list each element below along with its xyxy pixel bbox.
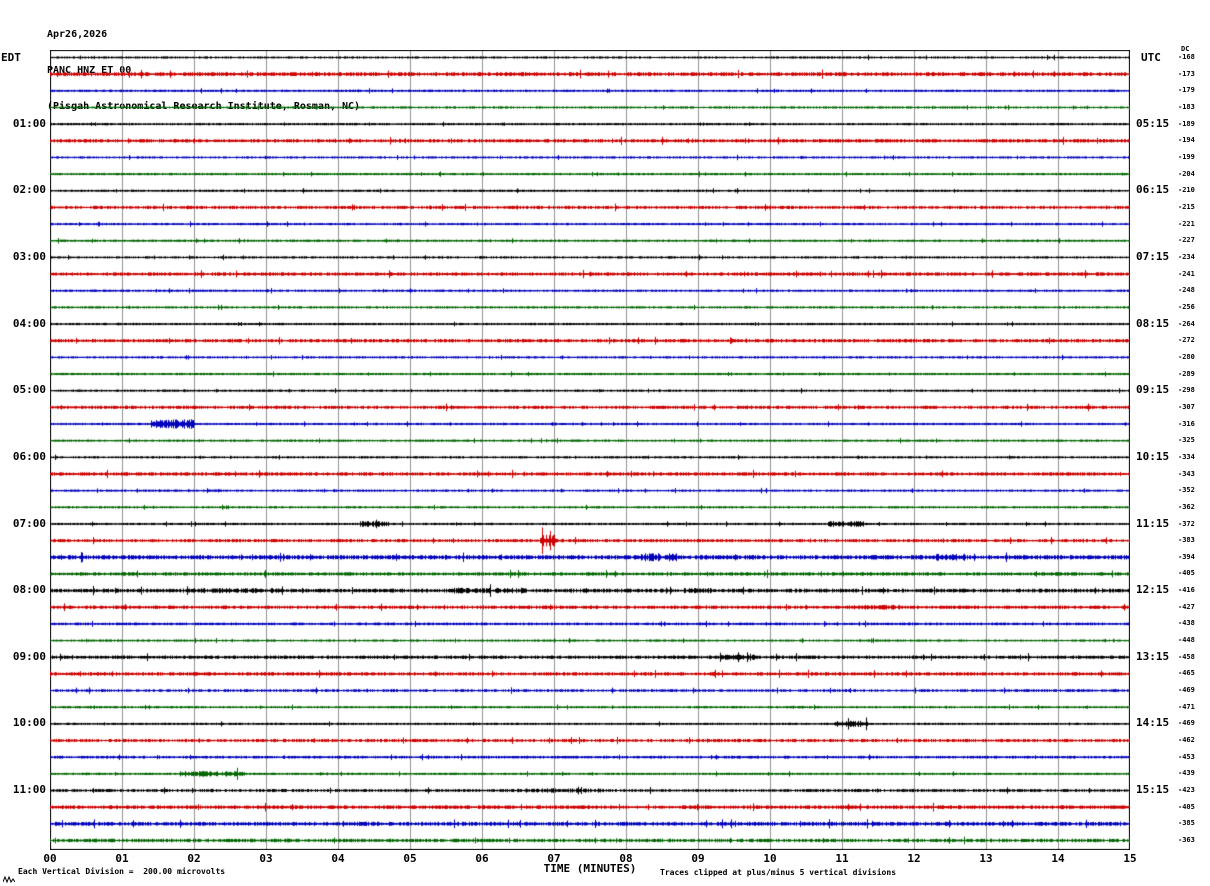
right-time-label: 06:15 <box>1136 183 1170 197</box>
left-time-label: 02:00 <box>12 183 46 197</box>
left-time-label: 11:00 <box>12 783 46 796</box>
left-axis-header: EDT <box>1 51 21 64</box>
left-time-label: 05:00 <box>12 383 46 397</box>
left-time-label: 03:00 <box>12 249 46 263</box>
dc-value: -416 <box>1178 586 1195 595</box>
dc-value: -405 <box>1178 802 1195 811</box>
x-tick-label: 02 <box>187 852 201 865</box>
right-time-label: 08:15 <box>1136 316 1170 330</box>
dc-value: -298 <box>1178 386 1195 395</box>
dc-value: -385 <box>1178 819 1195 828</box>
title-date: Apr26,2026 <box>47 29 108 40</box>
right-time-label: 14:15 <box>1136 716 1170 730</box>
dc-value: -199 <box>1178 153 1195 161</box>
dc-value: -453 <box>1178 752 1195 761</box>
dc-value: -204 <box>1178 169 1195 178</box>
right-time-label: 15:15 <box>1136 783 1170 796</box>
dc-value: -439 <box>1178 769 1195 778</box>
dc-value: -372 <box>1178 519 1195 528</box>
x-tick-label: 05 <box>403 852 417 865</box>
dc-value: -469 <box>1178 686 1195 695</box>
dc-value: -471 <box>1178 702 1195 711</box>
x-tick-label: 12 <box>907 852 921 865</box>
dc-value: -210 <box>1178 186 1195 195</box>
dc-value: -194 <box>1178 136 1195 145</box>
x-tick-label: 10 <box>763 852 777 865</box>
x-tick-label: 06 <box>475 852 489 865</box>
dc-value: -438 <box>1178 619 1195 628</box>
dc-value: -248 <box>1178 286 1195 295</box>
left-time-label: 04:00 <box>12 316 46 330</box>
dc-value: -363 <box>1178 836 1195 844</box>
dc-value: -316 <box>1178 419 1195 428</box>
dc-value: -458 <box>1178 652 1195 661</box>
left-time-label: 10:00 <box>12 716 46 730</box>
x-tick-label: 13 <box>979 852 993 865</box>
dc-value: -405 <box>1178 569 1195 578</box>
dc-value: -394 <box>1178 552 1195 561</box>
dc-value: -189 <box>1178 119 1195 128</box>
dc-value: -227 <box>1178 236 1195 245</box>
dc-value: -173 <box>1178 69 1195 78</box>
dc-value: -427 <box>1178 602 1195 611</box>
dc-value: -168 <box>1178 53 1195 61</box>
dc-value: -465 <box>1178 669 1195 678</box>
dc-value: -325 <box>1178 436 1195 445</box>
dc-value: -362 <box>1178 502 1195 511</box>
dc-value: -264 <box>1178 319 1195 328</box>
dc-value: -256 <box>1178 302 1195 311</box>
right-time-label: 09:15 <box>1136 383 1170 397</box>
dc-value: -383 <box>1178 536 1195 545</box>
right-axis-header: UTC <box>1141 51 1161 64</box>
dc-value: -423 <box>1178 786 1195 794</box>
x-tick-label: 08 <box>619 852 633 865</box>
dc-column-header: DC <box>1181 45 1190 53</box>
dc-value: -289 <box>1178 369 1195 378</box>
dc-value: -215 <box>1178 202 1195 211</box>
x-tick-label: 04 <box>331 852 345 865</box>
right-time-label: 05:15 <box>1136 116 1170 130</box>
right-time-label: 13:15 <box>1136 649 1170 663</box>
right-time-label: 10:15 <box>1136 449 1170 463</box>
dc-value: -448 <box>1178 636 1195 645</box>
x-tick-label: 00 <box>43 852 57 865</box>
left-time-label: 09:00 <box>12 649 46 663</box>
x-tick-label: 11 <box>835 852 849 865</box>
dc-value: -280 <box>1178 352 1195 361</box>
left-time-label: 07:00 <box>12 516 46 530</box>
right-time-label: 11:15 <box>1136 516 1170 530</box>
x-tick-label: 14 <box>1051 852 1065 865</box>
dc-value: -221 <box>1178 219 1195 228</box>
dc-value: -352 <box>1178 486 1195 495</box>
x-tick-label: 07 <box>547 852 561 865</box>
dc-value: -234 <box>1178 252 1195 261</box>
left-time-label: 08:00 <box>12 583 46 597</box>
dc-value: -334 <box>1178 452 1195 461</box>
right-time-label: 07:15 <box>1136 249 1170 263</box>
x-tick-label: 09 <box>691 852 705 865</box>
dc-value: -462 <box>1178 736 1195 744</box>
clip-note: Traces clipped at plus/minus 5 vertical … <box>660 868 897 877</box>
seismogram-canvas <box>50 50 1130 850</box>
right-time-label: 12:15 <box>1136 583 1170 597</box>
scale-note: Each Vertical Division = 200.00 microvol… <box>18 867 226 876</box>
corner-waveform-glyph <box>3 875 15 884</box>
dc-value: -183 <box>1178 103 1195 111</box>
x-tick-label: 15 <box>1123 852 1137 865</box>
x-axis-title: TIME (MINUTES) <box>543 862 637 875</box>
x-tick-label: 01 <box>115 852 129 865</box>
dc-value: -241 <box>1178 269 1195 278</box>
left-time-label: 06:00 <box>12 449 46 463</box>
dc-value: -343 <box>1178 469 1195 478</box>
dc-value: -469 <box>1178 719 1195 728</box>
dc-value: -307 <box>1178 402 1195 411</box>
left-time-label: 01:00 <box>12 116 46 130</box>
x-tick-label: 03 <box>259 852 273 865</box>
dc-value: -272 <box>1178 336 1195 345</box>
dc-value: -179 <box>1178 86 1195 95</box>
